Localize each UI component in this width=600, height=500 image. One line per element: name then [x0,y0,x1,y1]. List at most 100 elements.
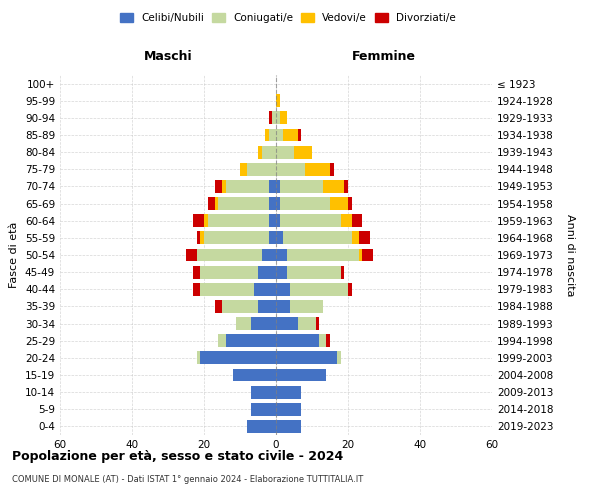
Bar [276,283,290,296]
Bar [323,180,344,193]
Bar [208,197,215,210]
Bar [276,368,326,382]
Y-axis label: Anni di nascita: Anni di nascita [565,214,575,296]
Bar [193,214,204,227]
Bar [197,352,200,364]
Bar [247,420,276,433]
Bar [359,248,362,262]
Bar [265,128,269,141]
Bar [276,334,319,347]
Bar [269,214,276,227]
Bar [348,283,352,296]
Bar [200,283,254,296]
Bar [276,197,280,210]
Bar [204,232,269,244]
Bar [330,163,334,175]
Bar [287,266,341,278]
Bar [344,180,348,193]
Bar [276,300,290,313]
Bar [204,214,208,227]
Bar [276,352,337,364]
Bar [283,232,352,244]
Bar [269,128,276,141]
Bar [287,248,359,262]
Bar [341,266,344,278]
Bar [251,386,276,398]
Text: Femmine: Femmine [352,50,416,63]
Bar [269,232,276,244]
Bar [276,317,298,330]
Bar [276,266,287,278]
Bar [269,180,276,193]
Bar [215,180,222,193]
Bar [222,180,226,193]
Bar [276,180,280,193]
Bar [258,266,276,278]
Bar [280,112,287,124]
Bar [276,232,283,244]
Bar [280,180,323,193]
Bar [186,248,197,262]
Bar [330,197,348,210]
Bar [247,163,276,175]
Bar [294,146,312,158]
Bar [276,128,283,141]
Bar [272,112,276,124]
Bar [337,352,341,364]
Bar [298,128,301,141]
Bar [280,197,330,210]
Bar [269,112,272,124]
Bar [276,386,301,398]
Bar [208,214,269,227]
Bar [276,248,287,262]
Bar [276,112,280,124]
Bar [258,300,276,313]
Bar [236,317,251,330]
Bar [298,317,316,330]
Bar [326,334,330,347]
Text: COMUNE DI MONALE (AT) - Dati ISTAT 1° gennaio 2024 - Elaborazione TUTTITALIA.IT: COMUNE DI MONALE (AT) - Dati ISTAT 1° ge… [12,475,363,484]
Bar [226,334,276,347]
Bar [200,266,258,278]
Bar [254,283,276,296]
Bar [200,352,276,364]
Bar [218,197,269,210]
Bar [240,163,247,175]
Bar [276,403,301,415]
Bar [262,146,276,158]
Bar [262,248,276,262]
Bar [276,146,294,158]
Bar [215,197,218,210]
Bar [276,420,301,433]
Bar [280,214,341,227]
Bar [316,317,319,330]
Bar [276,214,280,227]
Bar [251,317,276,330]
Bar [197,232,200,244]
Bar [276,94,280,107]
Bar [269,197,276,210]
Bar [362,248,373,262]
Bar [305,163,330,175]
Bar [276,163,305,175]
Bar [341,214,352,227]
Bar [283,128,298,141]
Bar [359,232,370,244]
Bar [348,197,352,210]
Bar [200,232,204,244]
Bar [233,368,276,382]
Text: Popolazione per età, sesso e stato civile - 2024: Popolazione per età, sesso e stato civil… [12,450,343,463]
Bar [258,146,262,158]
Bar [290,300,323,313]
Bar [251,403,276,415]
Bar [290,283,348,296]
Bar [222,300,258,313]
Bar [352,232,359,244]
Bar [215,300,222,313]
Bar [193,283,200,296]
Bar [193,266,200,278]
Bar [226,180,269,193]
Bar [197,248,262,262]
Y-axis label: Fasce di età: Fasce di età [10,222,19,288]
Bar [218,334,226,347]
